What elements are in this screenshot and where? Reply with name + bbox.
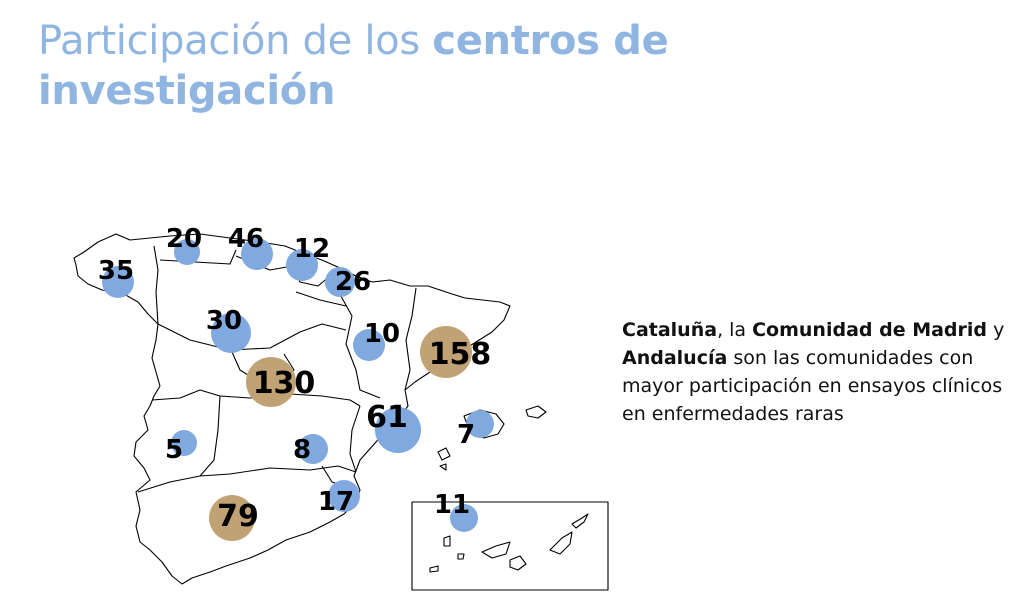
border-castilla-mancha	[219, 393, 361, 407]
summary-text-3: son las comunidades con mayor participac…	[622, 347, 1003, 425]
bubble-valencia	[375, 407, 421, 453]
island-fuerteventura	[549, 531, 573, 555]
bubble-baleares	[466, 410, 494, 438]
bubble-murcia	[328, 480, 360, 512]
label-extremadura: 5	[165, 435, 183, 465]
label-la-rioja: 26	[335, 267, 371, 297]
island-menorca	[525, 405, 547, 419]
label-castilla-leon: 30	[206, 306, 242, 336]
page-title: Participación de los centros de investiga…	[38, 16, 798, 116]
island-gran-canaria	[509, 555, 527, 571]
label-andalucia: 79	[217, 499, 259, 534]
island-lanzarote	[571, 513, 589, 529]
island-ibiza	[437, 447, 451, 461]
canary-inset-box	[411, 501, 609, 591]
summary-bold-madrid: Comunidad de Madrid	[752, 319, 988, 341]
label-navarra: 12	[294, 234, 330, 264]
summary-text-1: , la	[717, 319, 753, 341]
island-la-gomera	[457, 553, 465, 560]
title-light: Participación de los	[38, 18, 433, 64]
title-bold-2: investigación	[38, 68, 336, 114]
border-cataluna	[404, 287, 417, 391]
label-murcia: 17	[318, 487, 354, 517]
peninsula-outline	[73, 233, 511, 585]
island-formentera	[439, 463, 447, 471]
border-galicia	[153, 245, 159, 325]
border-andalucia	[137, 465, 357, 493]
spain-map: 35 20 46 12 26 30 10 158 130 61 7 5	[73, 224, 609, 591]
border-extremadura-north	[151, 389, 221, 401]
bubble-la-rioja	[325, 267, 355, 297]
summary-text: Cataluña, la Comunidad de Madrid y Andal…	[622, 316, 1014, 428]
label-baleares: 7	[457, 420, 475, 450]
bubble-aragon	[353, 329, 385, 361]
label-aragon: 10	[364, 319, 400, 349]
bubble-cataluna	[420, 326, 472, 378]
bubble-navarra	[286, 249, 318, 281]
bubble-galicia	[102, 266, 134, 298]
label-galicia: 35	[98, 256, 134, 286]
label-canarias: 11	[434, 490, 470, 520]
label-madrid: 130	[253, 366, 316, 401]
summary-bold-cataluna: Cataluña	[622, 319, 718, 341]
border-aragon	[345, 315, 381, 399]
bubble-extremadura	[171, 430, 197, 456]
bubble-madrid	[246, 357, 296, 407]
label-valencia: 61	[366, 400, 408, 435]
island-la-palma	[443, 535, 451, 547]
bubble-castilla-leon	[211, 313, 251, 353]
border-valencia	[349, 405, 361, 473]
bubble-cantabria-pais-vasco	[241, 238, 273, 270]
region-bubbles: 35 20 46 12 26 30 10 158 130 61 7 5	[98, 224, 494, 541]
island-tenerife	[481, 541, 511, 559]
border-castilla-leon	[157, 323, 347, 351]
title-bold-1: centros de	[432, 18, 669, 64]
summary-bold-andalucia: Andalucía	[622, 347, 728, 369]
summary-text-2: y	[987, 319, 1005, 341]
bubble-andalucia	[209, 495, 255, 541]
bubble-asturias	[174, 239, 200, 265]
bubble-castilla-mancha	[298, 434, 328, 464]
border-rioja	[295, 291, 347, 307]
island-el-hierro	[429, 565, 439, 573]
label-cantabria-pais-vasco: 46	[228, 224, 264, 254]
label-asturias: 20	[166, 224, 202, 254]
label-cataluna: 158	[429, 337, 492, 372]
border-extremadura-east	[199, 395, 221, 477]
label-castilla-mancha: 8	[293, 435, 311, 465]
bubble-canarias	[450, 504, 478, 532]
